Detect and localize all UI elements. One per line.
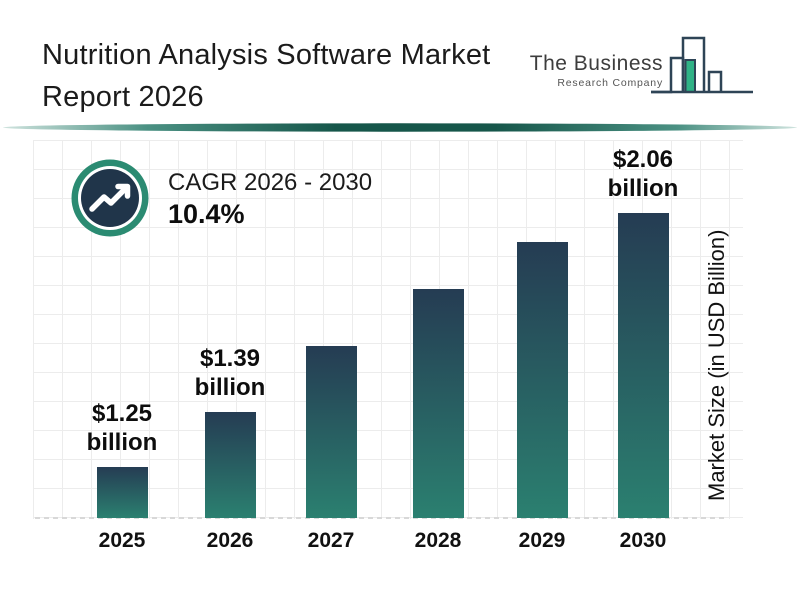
company-logo: The Business Research Company (530, 30, 763, 115)
page-title-line1: Nutrition Analysis Software Market (42, 39, 491, 71)
x-axis-baseline (35, 517, 725, 519)
divider-line (3, 123, 797, 132)
y-axis-title: Market Size (in USD Billion) (704, 229, 729, 501)
bar (412, 289, 464, 518)
bar-value-label: $1.39 billion (194, 345, 266, 401)
x-axis-label: 2030 (619, 529, 667, 552)
x-axis-label: 2029 (518, 529, 566, 552)
x-axis-label: 2027 (307, 529, 355, 552)
bar (96, 467, 148, 518)
bar-value-label: $1.25 billion (86, 400, 158, 456)
x-axis-label: 2026 (206, 529, 254, 552)
bar (617, 213, 669, 518)
bar (516, 242, 568, 518)
company-name: The Business (529, 52, 663, 75)
trend-up-icon (71, 159, 149, 237)
cagr-value: 10.4% (168, 199, 245, 229)
company-logo-text: The Business Research Company (530, 52, 663, 89)
page-title: Nutrition Analysis Software Market Repor… (42, 34, 490, 118)
bar-value-label: $2.06 billion (607, 146, 679, 202)
chart: CAGR 2026 - 2030 10.4% 2025 $1.25 billion 2… (0, 140, 800, 600)
bar (305, 346, 357, 518)
logo-bars-icon (651, 36, 753, 94)
x-axis-label: 2028 (414, 529, 462, 552)
company-tagline: Research Company (557, 77, 663, 89)
cagr-label: CAGR 2026 - 2030 (168, 169, 373, 196)
x-axis-label: 2025 (98, 529, 146, 552)
page-title-line2: Report 2026 (42, 81, 204, 113)
bar (204, 412, 256, 518)
